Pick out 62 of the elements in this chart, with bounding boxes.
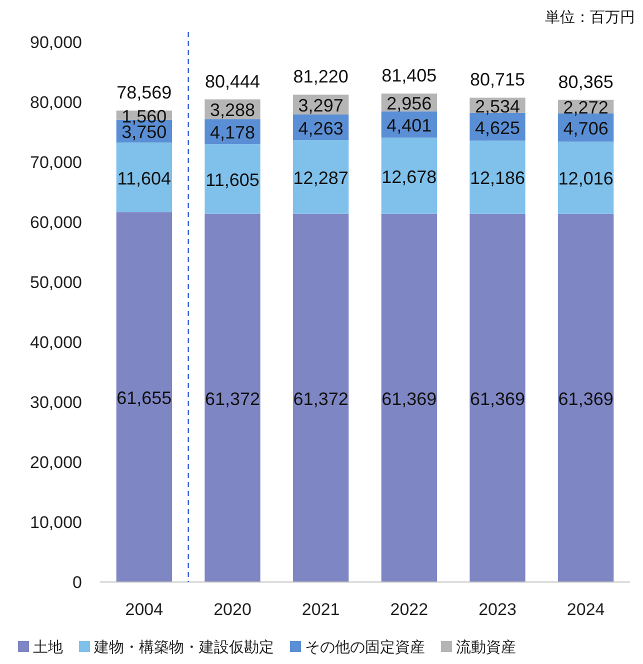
data-label: 4,263	[298, 118, 344, 138]
data-label: 3,297	[298, 96, 344, 116]
data-label: 1,560	[122, 106, 167, 126]
x-tick-label: 2020	[214, 600, 252, 619]
bar	[470, 214, 526, 582]
data-label: 61,369	[382, 388, 437, 409]
data-label: 61,655	[116, 388, 172, 408]
y-tick-label: 10,000	[30, 513, 82, 532]
y-tick-label: 30,000	[30, 393, 82, 412]
total-label: 81,405	[382, 66, 437, 86]
data-label: 2,956	[386, 93, 432, 114]
bar	[116, 212, 172, 582]
legend-label: 流動資産	[456, 639, 516, 656]
y-tick-label: 80,000	[30, 93, 82, 112]
x-tick-label: 2021	[302, 600, 340, 619]
bar	[381, 138, 437, 214]
data-label: 2,534	[474, 96, 520, 116]
data-label: 2,272	[563, 98, 608, 118]
total-label: 80,715	[470, 70, 526, 90]
y-tick-label: 0	[72, 573, 82, 592]
data-label: 61,369	[470, 388, 526, 409]
x-tick-label: 2023	[478, 600, 516, 619]
data-label: 4,401	[386, 116, 432, 136]
bar	[381, 214, 437, 582]
data-label: 12,186	[470, 168, 526, 188]
total-label: 81,220	[293, 66, 348, 87]
data-label: 12,287	[293, 168, 348, 188]
data-label: 3,288	[210, 100, 256, 120]
data-label: 4,625	[474, 118, 520, 138]
y-tick-label: 70,000	[30, 153, 82, 172]
total-label: 78,569	[116, 82, 172, 103]
x-tick-label: 2004	[125, 600, 164, 619]
total-label: 80,444	[204, 71, 260, 92]
data-label: 11,604	[117, 168, 172, 188]
data-label: 61,369	[558, 388, 614, 409]
y-tick-label: 40,000	[30, 333, 82, 352]
y-tick-label: 20,000	[30, 453, 82, 472]
legend-label: 建物・構築物・建設仮勘定	[93, 639, 274, 656]
data-label: 4,706	[563, 118, 608, 139]
bar	[558, 142, 614, 214]
data-label: 11,605	[206, 170, 260, 190]
x-tick-label: 2024	[566, 600, 605, 619]
legend-label: 土地	[33, 639, 63, 656]
bar	[204, 214, 260, 582]
data-label: 61,372	[293, 388, 348, 409]
y-tick-label: 50,000	[30, 273, 82, 292]
data-label: 61,372	[204, 388, 260, 409]
bar	[204, 144, 260, 214]
y-tick-label: 60,000	[30, 213, 82, 232]
text: 単位：百万円	[545, 9, 635, 26]
bar	[293, 214, 349, 582]
bar	[470, 140, 526, 214]
data-label: 12,016	[558, 168, 614, 189]
bar	[558, 214, 614, 582]
y-tick-label: 90,000	[30, 33, 82, 52]
bar	[116, 142, 172, 212]
data-label: 12,678	[382, 166, 437, 187]
legend-label: その他の固定資産	[305, 639, 425, 656]
total-label: 80,365	[558, 72, 614, 92]
x-tick-label: 2022	[390, 600, 428, 619]
bar	[293, 140, 349, 214]
data-label: 4,178	[210, 122, 256, 143]
